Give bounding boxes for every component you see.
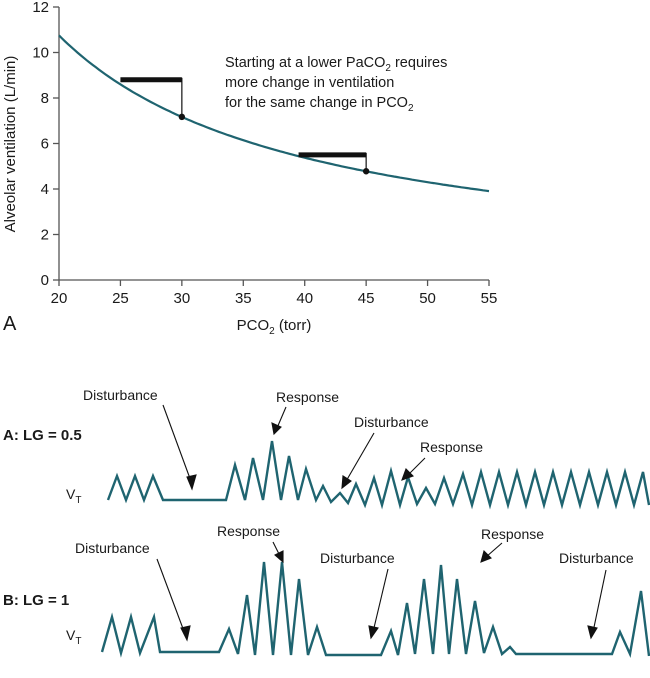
panel-a-label-response-1: Response xyxy=(276,389,339,405)
x-tick-label: 35 xyxy=(235,290,252,307)
ventilation-chart: 0 2 4 6 8 10 12 20 25 30 35 40 45 50 55 xyxy=(32,0,497,307)
waveform-panel-a: A: LG = 0.5 VT Disturbance Response Dist… xyxy=(3,387,650,510)
panel-b-label-disturbance-2: Disturbance xyxy=(320,550,395,566)
panel-a-label-response-2: Response xyxy=(420,439,483,455)
panel-b-title: B: LG = 1 xyxy=(3,592,69,609)
panel-a-tidal-volume-trace xyxy=(106,440,650,510)
data-point-2 xyxy=(362,168,370,175)
x-axis-title: PCO2 (torr) xyxy=(237,317,312,337)
y-tick-label: 8 xyxy=(41,90,49,107)
svg-text:more change in ventilation: more change in ventilation xyxy=(225,75,394,91)
arrow-disturbance-2-icon xyxy=(344,432,375,484)
panel-a-label-disturbance-2: Disturbance xyxy=(354,414,429,430)
x-tick-label: 30 xyxy=(174,290,191,307)
arrow-b-disturbance-3-icon xyxy=(592,569,607,633)
x-tick-label: 20 xyxy=(51,290,68,307)
panel-b-vt-label: VT xyxy=(66,627,81,647)
svg-text:Starting at a lower PaCO2 requ: Starting at a lower PaCO2 requires xyxy=(225,55,447,74)
panel-a-vt-label: VT xyxy=(66,486,81,506)
panel-b-label-disturbance-1: Disturbance xyxy=(75,540,150,556)
data-point-1 xyxy=(178,113,186,121)
panel-b-label-response-1: Response xyxy=(217,523,280,539)
arrow-response-1-icon xyxy=(276,406,287,429)
chart-annotation: Starting at a lower PaCO2 requires more … xyxy=(225,55,447,114)
ventilation-curve xyxy=(58,34,490,193)
svg-text:for the same change in PCO2: for the same change in PCO2 xyxy=(225,95,414,114)
arrow-b-disturbance-2-icon xyxy=(372,568,389,633)
y-tick-label: 10 xyxy=(32,45,49,62)
panel-letter-a: A xyxy=(3,313,17,335)
y-tick-label: 0 xyxy=(41,272,49,289)
y-tick-label: 4 xyxy=(41,181,49,198)
panel-b-label-response-2: Response xyxy=(481,526,544,542)
y-tick-label: 12 xyxy=(32,0,49,16)
waveform-panel-b: B: LG = 1 VT Disturbance Response Distur… xyxy=(3,523,650,659)
panel-a-label-disturbance-1: Disturbance xyxy=(83,387,158,403)
arrow-b-response-2-icon xyxy=(485,542,503,558)
panel-b-arrows xyxy=(156,541,607,642)
panel-b-label-disturbance-3: Disturbance xyxy=(559,550,634,566)
y-tick-label: 2 xyxy=(41,227,49,244)
x-tick-label: 40 xyxy=(296,290,313,307)
arrow-disturbance-1-icon xyxy=(162,404,193,485)
panel-a-arrows xyxy=(162,404,426,491)
panel-b-tidal-volume-trace xyxy=(100,561,650,659)
x-tick-label: 50 xyxy=(419,290,436,307)
y-tick-label: 6 xyxy=(41,136,49,153)
panel-a-title: A: LG = 0.5 xyxy=(3,427,82,444)
arrow-b-disturbance-1-icon xyxy=(156,558,186,635)
y-axis-title: Alveolar ventilation (L/min) xyxy=(2,56,19,233)
x-tick-label: 55 xyxy=(481,290,498,307)
x-tick-label: 45 xyxy=(358,290,375,307)
x-tick-label: 25 xyxy=(112,290,129,307)
arrow-response-2-icon xyxy=(407,457,426,476)
